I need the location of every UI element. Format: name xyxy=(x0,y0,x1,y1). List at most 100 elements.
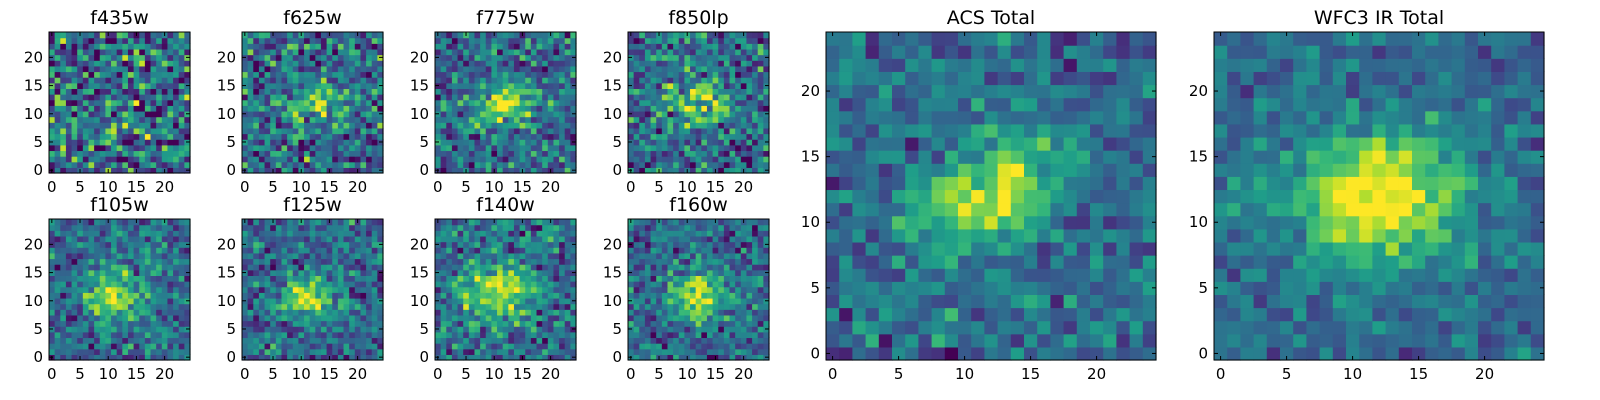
heatmap-cell xyxy=(156,286,163,293)
heatmap-cell xyxy=(326,292,333,299)
heatmap-cell xyxy=(485,354,492,361)
heatmap-cell xyxy=(292,167,299,174)
heatmap-cell xyxy=(513,326,521,333)
heatmap-cell xyxy=(298,275,305,282)
heatmap-cell xyxy=(275,105,283,112)
heatmap-cell xyxy=(167,127,174,135)
heatmap-cell xyxy=(292,144,299,152)
heatmap-cell xyxy=(752,320,759,327)
heatmap-cell xyxy=(706,292,714,299)
heatmap-cell xyxy=(536,241,543,248)
heatmap-cell xyxy=(502,326,509,333)
heatmap-cell xyxy=(480,320,487,327)
heatmap-cell xyxy=(377,43,384,50)
heatmap-cell xyxy=(349,77,356,84)
heatmap-cell xyxy=(49,224,56,231)
heatmap-cell xyxy=(480,252,487,260)
heatmap-cell xyxy=(530,326,538,333)
heatmap-cell xyxy=(559,303,566,310)
heatmap-cell xyxy=(54,348,61,355)
heatmap-cell xyxy=(633,94,640,101)
heatmap-cell xyxy=(564,71,571,78)
heatmap-cell xyxy=(275,219,283,226)
heatmap-cell xyxy=(740,71,748,78)
heatmap-cell xyxy=(678,32,685,39)
heatmap-cell xyxy=(287,354,294,361)
heatmap-cell xyxy=(242,77,249,84)
heatmap-cell xyxy=(650,37,657,44)
heatmap-cell xyxy=(122,144,129,152)
heatmap-cell xyxy=(343,224,350,231)
heatmap-cell xyxy=(304,331,311,339)
heatmap-cell xyxy=(116,110,123,118)
heatmap-cell xyxy=(156,320,163,327)
heatmap-cell xyxy=(184,150,191,157)
heatmap-cell xyxy=(49,122,56,129)
heatmap-cell xyxy=(690,82,697,89)
heatmap-cell xyxy=(122,105,129,112)
heatmap-cell xyxy=(474,354,481,361)
heatmap-cell xyxy=(258,43,266,50)
heatmap-cell xyxy=(446,286,453,293)
heatmap-cell xyxy=(127,281,135,288)
heatmap-cell xyxy=(735,331,742,339)
heatmap-cell xyxy=(371,156,378,163)
heatmap-cell xyxy=(281,331,288,339)
heatmap-cell xyxy=(547,48,555,56)
heatmap-cell xyxy=(184,252,191,260)
heatmap-cell xyxy=(729,303,736,310)
heatmap-cell xyxy=(127,314,135,322)
heatmap-cell xyxy=(457,354,464,361)
heatmap-cell xyxy=(60,161,67,168)
heatmap-cell xyxy=(253,127,260,135)
heatmap-cell xyxy=(94,122,101,129)
heatmap-cell xyxy=(661,309,669,316)
heatmap-cell xyxy=(684,275,691,282)
heatmap-cell xyxy=(127,150,135,157)
heatmap-cell xyxy=(127,116,135,123)
heatmap-cell xyxy=(77,71,84,78)
heatmap-cell xyxy=(320,354,328,361)
heatmap-cell xyxy=(474,54,481,61)
heatmap-cell xyxy=(502,139,509,146)
heatmap-cell xyxy=(167,48,174,56)
y-tick-label: 20 xyxy=(217,48,236,66)
heatmap-cell xyxy=(502,292,509,299)
heatmap-cell xyxy=(440,161,447,168)
heatmap-cell xyxy=(633,133,640,140)
heatmap-cell xyxy=(440,275,447,282)
heatmap-cell xyxy=(315,60,322,67)
heatmap-cell xyxy=(757,286,764,293)
heatmap-cell xyxy=(718,343,725,350)
heatmap-cell xyxy=(735,354,742,361)
heatmap-cell xyxy=(360,314,367,322)
heatmap-cell xyxy=(763,161,770,168)
heatmap-cell xyxy=(116,71,123,78)
heatmap-cell xyxy=(491,241,498,248)
heatmap-cell xyxy=(287,156,294,163)
heatmap-cell xyxy=(247,71,254,78)
heatmap-cell xyxy=(111,122,118,129)
heatmap-cell xyxy=(60,156,67,163)
heatmap-cell xyxy=(247,88,254,95)
heatmap-cell xyxy=(65,235,73,243)
heatmap-cell xyxy=(82,65,90,73)
x-tick-label: 10 xyxy=(678,178,697,196)
heatmap-cell xyxy=(502,77,509,84)
heatmap-cell xyxy=(315,264,322,271)
heatmap-cell xyxy=(65,354,73,361)
heatmap-cell xyxy=(639,94,646,101)
heatmap-cell xyxy=(491,54,498,61)
heatmap-cells xyxy=(628,219,770,361)
heatmap-cell xyxy=(253,71,260,78)
heatmap-cell xyxy=(684,105,691,112)
heatmap-cell xyxy=(519,43,526,50)
heatmap-cell xyxy=(485,116,492,123)
heatmap-cell xyxy=(712,309,719,316)
heatmap-cell xyxy=(451,94,459,101)
heatmap-cell xyxy=(298,82,305,89)
heatmap-cell xyxy=(127,286,135,293)
heatmap-cell xyxy=(480,303,487,310)
heatmap-cell xyxy=(502,37,509,44)
